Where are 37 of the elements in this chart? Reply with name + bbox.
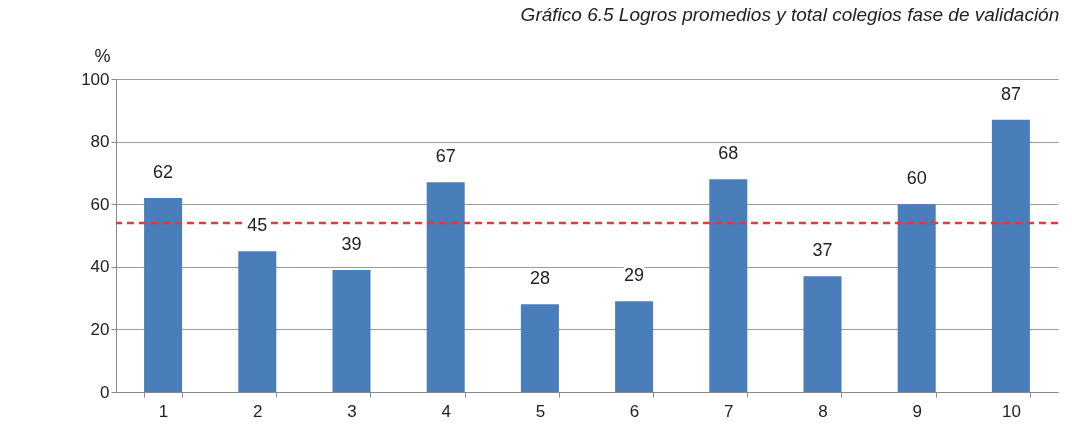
x-tick-label: 5	[535, 401, 546, 421]
data-label: 39	[341, 233, 362, 254]
x-tick-label: 10	[1001, 401, 1021, 421]
x-tick-label: 7	[724, 401, 734, 421]
y-tick-label: 60	[90, 194, 110, 214]
data-label: 28	[529, 268, 550, 289]
bar	[615, 301, 654, 392]
y-axis-title: %	[94, 45, 111, 66]
bar	[332, 269, 371, 392]
y-tick-label: 40	[90, 257, 110, 277]
x-tick-label: 1	[158, 401, 169, 421]
x-tick-label: 2	[253, 401, 263, 421]
x-tick-label: 8	[818, 401, 828, 421]
bar	[991, 119, 1030, 392]
bar	[897, 204, 936, 392]
x-tick-label: 9	[912, 401, 922, 421]
data-label: 29	[624, 265, 645, 286]
x-tick-label: 3	[347, 401, 357, 421]
y-tick-label: 80	[90, 132, 110, 152]
data-label: 62	[153, 161, 174, 182]
y-tick-label: 0	[100, 382, 110, 402]
y-tick-label: 20	[90, 319, 110, 339]
data-label: 67	[435, 146, 456, 167]
bar	[803, 276, 842, 392]
bar	[520, 304, 559, 392]
data-label: 60	[906, 168, 927, 189]
bar	[426, 182, 465, 392]
x-tick-label: 4	[441, 401, 451, 421]
chart-title: Gráfico 6.5 Logros promedios y total colegios fase de validación	[520, 4, 1060, 25]
bar	[238, 251, 277, 392]
bar	[709, 179, 748, 392]
y-tick-label: 100	[81, 69, 110, 89]
data-label: 68	[718, 143, 739, 164]
data-label: 37	[812, 240, 833, 261]
data-label: 87	[1000, 83, 1021, 104]
x-tick-label: 6	[629, 401, 640, 421]
bar	[144, 197, 183, 392]
